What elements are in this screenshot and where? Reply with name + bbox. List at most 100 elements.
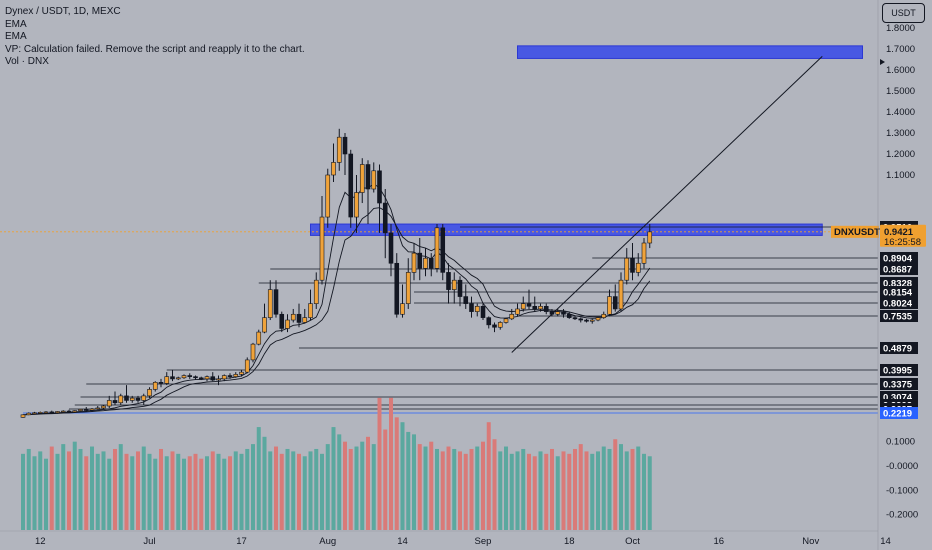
- candle-body-88: [526, 303, 532, 307]
- volume-bar-51: [314, 448, 319, 530]
- candle-body-85: [509, 313, 515, 320]
- volume-bar-42: [262, 436, 267, 530]
- level-label-bg-4: [880, 286, 918, 298]
- volume-bar-73: [440, 451, 445, 530]
- volume-bar-27: [176, 453, 181, 530]
- candle-body-66: [400, 303, 405, 315]
- volume-bar-82: [492, 439, 497, 530]
- volume-bar-109: [647, 456, 652, 530]
- volume-bar-5: [49, 446, 54, 530]
- candle-body-95: [566, 313, 572, 318]
- candle-body-82: [492, 324, 497, 328]
- level-label-bg-13: [880, 407, 918, 419]
- candle-body-10: [78, 409, 83, 411]
- candle-body-70: [423, 257, 428, 269]
- volume-bar-28: [182, 458, 186, 530]
- candle-body-17: [118, 395, 124, 404]
- volume-bar-18: [124, 453, 129, 530]
- x-label-8: 16: [713, 536, 724, 547]
- candle-body-94: [561, 311, 566, 315]
- candle-body-23: [152, 382, 158, 390]
- indicator-vp-error[interactable]: VP: Calculation failed. Remove the scrip…: [5, 43, 305, 55]
- candle-body-108: [641, 242, 647, 264]
- volume-bar-107: [636, 446, 641, 530]
- candle-body-53: [325, 174, 331, 218]
- volume-bar-95: [567, 453, 572, 530]
- candle-body-62: [377, 170, 382, 204]
- volume-bar-33: [210, 451, 215, 530]
- volume-bar-96: [573, 448, 577, 530]
- volume-bar-75: [452, 448, 457, 530]
- x-label-3: Aug: [319, 536, 336, 547]
- level-label-9: 0.3375: [883, 380, 913, 391]
- candle-body-107: [635, 262, 641, 273]
- x-label-2: 17: [236, 536, 247, 547]
- candle-body-41: [256, 331, 262, 345]
- volume-bar-85: [509, 453, 514, 530]
- candle-body-57: [348, 153, 354, 218]
- ema-line-0: [22, 183, 651, 416]
- volume-bar-40: [251, 444, 255, 530]
- candle-body-46: [285, 319, 290, 329]
- volume-bar-72: [435, 448, 439, 530]
- volume-bar-12: [90, 446, 94, 530]
- volume-bar-103: [613, 439, 618, 530]
- volume-bar-22: [147, 453, 152, 530]
- volume-bar-57: [348, 448, 353, 530]
- volume-bar-78: [469, 448, 474, 530]
- volume-bar-101: [601, 446, 606, 530]
- volume-bar-39: [245, 448, 250, 530]
- candle-body-30: [193, 376, 198, 379]
- volume-bar-67: [406, 431, 411, 530]
- volume-bar-64: [389, 397, 393, 530]
- candle-body-11: [83, 409, 89, 411]
- candle-body-9: [72, 410, 78, 413]
- volume-bar-108: [642, 453, 646, 530]
- level-label-bg-9: [880, 378, 918, 390]
- trendline: [511, 55, 823, 353]
- candle-body-56: [342, 136, 348, 155]
- candle-body-60: [365, 164, 371, 190]
- volume-bar-29: [187, 456, 192, 530]
- candle-body-25: [164, 376, 170, 384]
- price-tick-3: 1.5000: [886, 86, 915, 97]
- symbol-tag-bg: [831, 225, 879, 238]
- candle-body-34: [216, 378, 221, 381]
- indicator-ema-2[interactable]: EMA: [5, 31, 27, 42]
- level-label-4: 0.8154: [883, 288, 913, 299]
- volume-bar-80: [481, 441, 485, 530]
- candle-body-2: [32, 412, 37, 415]
- symbol-title[interactable]: Dynex / USDT, 1D, MEXC: [5, 6, 121, 17]
- candle-body-90: [538, 305, 543, 310]
- volume-bar-66: [400, 422, 405, 530]
- candle-body-3: [37, 412, 43, 414]
- x-label-10: 14: [880, 536, 891, 547]
- candle-body-104: [618, 279, 624, 310]
- volume-bar-54: [331, 427, 336, 530]
- candle-body-29: [187, 375, 193, 377]
- volume-bar-25: [164, 456, 169, 530]
- volume-tick-3: -0.2000: [886, 510, 918, 521]
- volume-bar-19: [130, 456, 135, 530]
- indicator-volume[interactable]: Vol · DNX: [5, 56, 49, 67]
- candle-body-28: [181, 375, 187, 379]
- volume-bar-102: [607, 448, 612, 530]
- candle-body-27: [175, 377, 181, 380]
- volume-bar-49: [302, 456, 307, 530]
- volume-bar-34: [216, 453, 221, 530]
- indicator-ema-1[interactable]: EMA: [5, 18, 27, 30]
- price-tick-1: 1.7000: [886, 44, 915, 55]
- candle-body-13: [95, 407, 101, 410]
- candle-body-4: [43, 411, 49, 414]
- volume-bar-6: [55, 453, 60, 530]
- candle-body-98: [584, 319, 589, 322]
- resistance-zone-1: [517, 45, 863, 59]
- volume-bar-2: [32, 456, 37, 530]
- volume-bar-70: [423, 446, 428, 530]
- currency-button[interactable]: USDT: [882, 3, 925, 23]
- candle-body-100: [595, 317, 601, 321]
- candle-body-59: [359, 164, 365, 193]
- volume-bar-36: [228, 456, 232, 530]
- candle-body-71: [428, 257, 434, 269]
